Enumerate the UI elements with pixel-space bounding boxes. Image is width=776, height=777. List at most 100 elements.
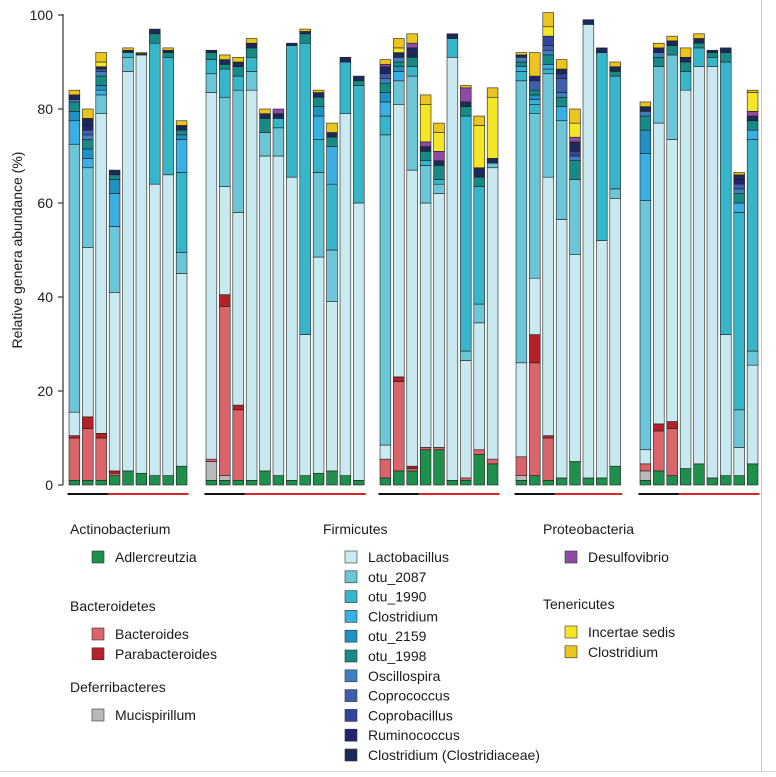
bar-segment-o1998 [299,33,311,44]
bar-segment-o2159 [379,92,392,103]
legend-swatch-par [91,647,105,661]
bar-segment-inc [419,104,432,143]
bar-segment-o1998 [326,136,338,147]
bar-segment-cop [555,78,568,93]
y-tick-label: 80 [37,101,53,117]
bar [259,108,271,486]
bar-segment-des [272,108,285,114]
bar-segment-ccl [720,47,732,53]
legend-swatch-osc [344,669,358,683]
bar-segment-adl [149,475,161,486]
y-tick-labels: 0 20 40 60 80 100 [30,7,63,493]
legend-label-inc: Incertae sedis [588,624,675,640]
bar-segment-adl [653,470,665,486]
bar-segment-adl [706,477,719,486]
bar-segment-bac [653,430,665,472]
bar-segment-o1990 [720,61,732,335]
bar-segment-bac [639,463,652,472]
legend-swatch-cob [344,709,358,722]
bar-segment-inc [746,92,759,112]
bar-segment-adl [232,479,244,486]
bar-segment-o2087 [555,120,568,220]
bar-segment-ccl [679,56,692,63]
bar-segment-o2087 [219,96,231,187]
bar [720,47,732,486]
bar [693,33,705,486]
bar-segment-cte [406,33,418,44]
bar-segment-lac [162,174,174,476]
bar-segment-adl [473,454,485,486]
bar [122,47,134,486]
bar-segment-ccl [596,47,608,53]
bar-segment-o2087 [326,249,338,303]
bar-segment-o2087 [82,167,94,248]
bar [68,89,81,486]
bar-segment-lac [379,444,392,460]
bar-segment-o1998 [542,54,554,65]
bar-segment-bac [529,362,541,476]
bar-segment-bac [219,306,231,476]
bar-segment-inc [486,96,499,159]
bar-segment-o2087 [639,200,652,451]
bar-segment-osc [95,71,107,77]
bar-segment-o1998 [406,56,418,67]
bar-segment-o2087 [419,165,432,204]
bar-segment-bac [393,381,405,472]
bar-segment-lac [219,186,231,295]
bar-segment-o1998 [232,66,244,77]
bar-segment-o1990 [245,56,258,72]
bar-segment-par [406,465,418,469]
bar-segment-o1990 [706,56,719,67]
bar-segment-cop [379,73,392,79]
bar [486,87,499,486]
bar-segment-o1990 [515,71,528,82]
bar-segment-o1998 [515,61,528,67]
legend-swatch-o1998 [344,649,358,663]
bar [245,38,258,486]
bar-segment-ccl [653,47,665,53]
bar-segment-o1998 [108,174,121,180]
bar-segment-o1998 [569,160,581,180]
bar [446,33,459,486]
bar-segment-lac [515,362,528,458]
bar-segment-cte [259,108,271,114]
bar-segment-adl [486,463,499,486]
bar-segment-lac [639,449,652,465]
bar-segment-adl [95,479,107,486]
bar-segment-bac [433,447,445,451]
bar-segment-cte [693,33,705,39]
bar-segment-clo [733,202,745,213]
bar-segment-inc [542,26,554,37]
bar-segment-cte [232,56,244,63]
bar-segment-o2087 [232,89,244,213]
bar-segment-adl [666,475,678,486]
bar-segment-par [68,435,81,439]
bar-segment-clo [326,146,338,185]
bar-segment-osc [542,49,554,56]
bar-segment-o1998 [175,129,188,136]
bar-segment-o1998 [393,61,405,67]
y-tick-label: 100 [30,7,54,23]
bar-segment-o2087 [473,303,485,324]
bar-segment-adl [339,475,352,486]
bar-segment-ccl [693,38,705,44]
bar-segment-cop [82,129,94,136]
legend-phylum-heading: Firmicutes [323,521,388,537]
legend-swatch-o2159 [344,629,358,643]
bar-segment-o2159 [529,94,541,100]
bar-segment-inc [393,47,405,53]
legend-label-rum: Ruminococcus [368,727,460,743]
bar-segment-cte [162,47,174,51]
bar-segment-cte [82,108,94,119]
panel-5 [639,33,759,486]
bar-segment-adl [108,475,121,486]
bar-segment-ccl [326,132,338,138]
bar-segment-adl [529,475,541,486]
bar-segment-adl [446,479,459,486]
bar-segment-o1990 [460,115,472,352]
bar-segment-adl [693,463,705,486]
bar-segment-clo [529,99,541,105]
bar-segment-adl [555,477,568,486]
bar-segment-rum [82,125,94,131]
bar-segment-des [569,136,581,143]
